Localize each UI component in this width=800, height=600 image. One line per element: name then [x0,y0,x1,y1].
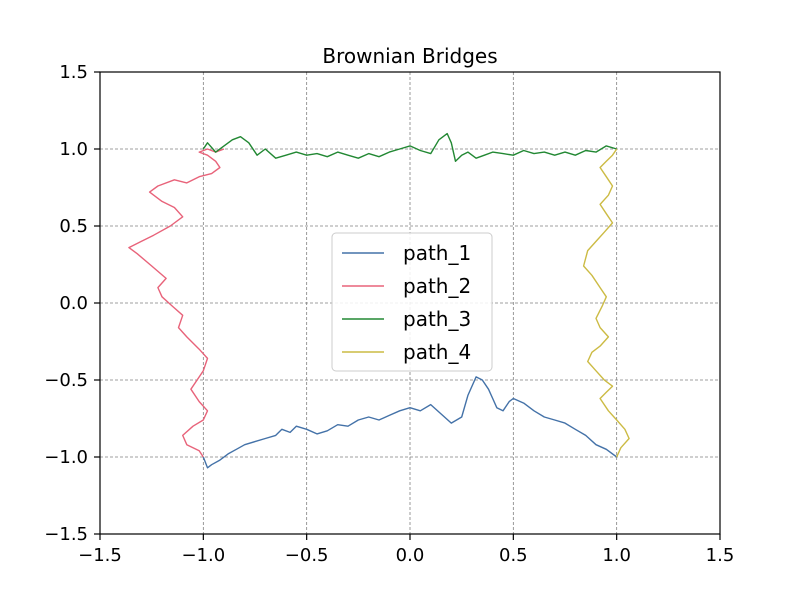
series-line-path_4 [582,148,630,458]
x-tick-label: −0.5 [285,545,329,566]
series-line-path_3 [202,132,617,163]
x-tick-label: −1.5 [78,545,122,566]
legend: path_1 path_2 path_3 path_4 [331,232,493,372]
legend-box [331,232,493,372]
series-line-path_2 [128,148,225,458]
y-tick-label: 0.5 [59,216,88,237]
chart-title: Brownian Bridges [322,44,497,68]
y-tick-label: 1.0 [59,139,88,160]
legend-label-path_4: path_4 [403,340,471,364]
x-tick-label: 0.5 [499,545,528,566]
x-tick-label: 0.0 [396,545,425,566]
series-line-path_1 [202,376,618,469]
plot-series [128,132,630,469]
legend-label-path_1: path_1 [403,241,471,265]
y-tick-label: −1.5 [44,524,88,545]
legend-label-path_2: path_2 [403,274,471,298]
x-tick-label: −1.0 [181,545,225,566]
y-tick-label: −1.0 [44,447,88,468]
x-tick-label: 1.0 [602,545,631,566]
y-tick-label: 0.0 [59,293,88,314]
x-tick-label: 1.5 [706,545,735,566]
y-tick-label: −0.5 [44,370,88,391]
axis-ticks: −1.5 −1.0 −0.5 0.0 0.5 1.0 1.5 −1.5 −1.0 −0.5 0.0 0… [44,62,734,566]
legend-label-path_3: path_3 [403,307,471,331]
y-tick-label: 1.5 [59,62,88,83]
